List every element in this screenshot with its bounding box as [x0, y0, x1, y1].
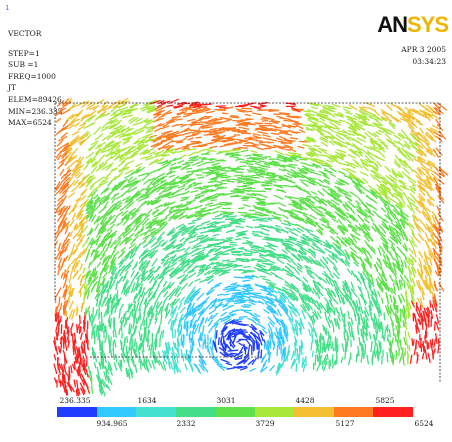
info-line: VECTOR	[8, 29, 42, 38]
domain-outline	[54, 102, 441, 382]
color-legend	[57, 407, 413, 417]
date-label: APR 3 2005	[401, 45, 446, 54]
legend-swatch	[254, 407, 295, 417]
info-line: ELEM=89426	[8, 94, 62, 104]
ansys-logo: ANSYS	[377, 12, 449, 37]
window-number: 1	[5, 4, 10, 12]
legend-swatch	[136, 407, 176, 417]
time-label: 03:34:23	[412, 57, 446, 66]
legend-swatch	[373, 407, 413, 417]
date-time: APR 3 2005 03:34:23	[401, 44, 446, 68]
info-line: MAX=6524	[8, 118, 52, 128]
info-line: JT	[8, 83, 17, 93]
vector-arrows	[53, 97, 449, 397]
plot-info-block: VECTOR STEP=1 SUB =1 FREQ=1000 JT ELEM=8…	[8, 28, 63, 129]
legend-swatch	[96, 407, 137, 417]
legend-swatch	[294, 407, 334, 417]
info-line: STEP=1	[8, 48, 40, 58]
legend-swatch	[333, 407, 374, 417]
legend-swatch	[215, 407, 255, 417]
info-line: SUB =1	[8, 60, 39, 70]
info-line: FREQ=1000	[8, 71, 56, 81]
info-line: MIN=236.335	[8, 106, 63, 116]
legend-swatch	[57, 407, 97, 417]
legend-swatch	[175, 407, 216, 417]
